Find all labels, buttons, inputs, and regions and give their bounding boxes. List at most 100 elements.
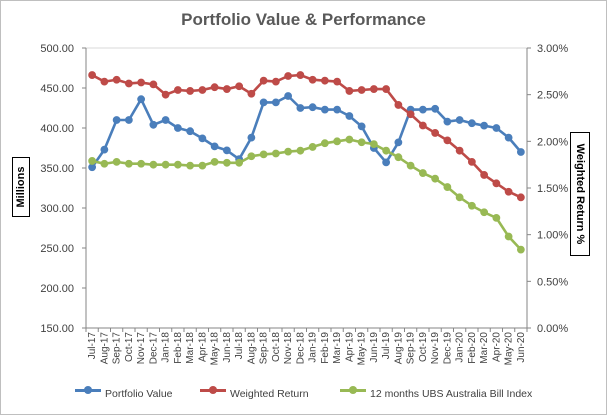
- series-point-weighted-return: [431, 129, 440, 137]
- legend-item-weighted-return: Weighted Return: [200, 386, 330, 402]
- series-point-12-months-ubs-australia-bill-index: [516, 245, 525, 254]
- series-point-weighted-return: [382, 85, 391, 93]
- series-point-weighted-return: [186, 87, 195, 95]
- series-point-portfolio-value: [271, 98, 280, 107]
- y-right-tick-label: 0.00%: [537, 323, 568, 335]
- series-point-weighted-return: [345, 87, 354, 95]
- series-point-portfolio-value: [222, 146, 231, 155]
- series-point-portfolio-value: [210, 142, 219, 151]
- series-point-portfolio-value: [394, 138, 403, 147]
- y-left-tick-label: 200.00: [40, 283, 74, 295]
- series-point-12-months-ubs-australia-bill-index: [369, 140, 378, 149]
- series-point-portfolio-value: [247, 133, 256, 142]
- x-tick-label: May-18: [210, 332, 221, 366]
- x-tick-label: Aug-17: [99, 332, 110, 365]
- series-point-weighted-return: [247, 89, 256, 98]
- series-point-portfolio-value: [149, 120, 158, 129]
- series-point-12-months-ubs-australia-bill-index: [455, 193, 464, 202]
- series-point-portfolio-value: [455, 116, 464, 124]
- series-point-12-months-ubs-australia-bill-index: [406, 161, 415, 170]
- series-point-weighted-return: [173, 86, 182, 94]
- series-point-weighted-return: [271, 77, 280, 86]
- x-tick-label: Jun-20: [516, 332, 527, 363]
- series-point-weighted-return: [492, 179, 501, 188]
- series-point-12-months-ubs-australia-bill-index: [357, 138, 366, 147]
- series-point-portfolio-value: [504, 133, 513, 142]
- series-point-12-months-ubs-australia-bill-index: [100, 159, 109, 168]
- series-point-12-months-ubs-australia-bill-index: [296, 146, 305, 155]
- series-line-weighted-return: [91, 73, 522, 199]
- series-point-portfolio-value: [173, 124, 182, 132]
- x-tick-label: Sep-19: [406, 332, 417, 365]
- x-tick-label: Jul-17: [87, 332, 98, 360]
- series-point-weighted-return: [504, 187, 513, 196]
- series-point-weighted-return: [137, 78, 146, 87]
- x-tick-label: Aug-18: [246, 332, 257, 365]
- series-point-weighted-return: [284, 72, 293, 80]
- series-point-12-months-ubs-australia-bill-index: [173, 160, 182, 169]
- series-point-12-months-ubs-australia-bill-index: [186, 161, 195, 170]
- x-tick-label: Sep-17: [112, 332, 123, 365]
- x-tick-label: Mar-19: [332, 332, 343, 364]
- x-tick-label: Nov-17: [136, 332, 147, 365]
- series-point-weighted-return: [112, 75, 121, 84]
- x-tick-label: Apr-18: [197, 332, 208, 362]
- series-point-12-months-ubs-australia-bill-index: [345, 135, 354, 144]
- series-point-12-months-ubs-australia-bill-index: [124, 159, 133, 168]
- y-left-tick-label: 300.00: [40, 203, 74, 215]
- x-tick-label: Jan-19: [308, 332, 319, 363]
- x-tick-label: Oct-19: [418, 332, 429, 362]
- legend-label-weighted-return: Weighted Return: [230, 388, 309, 400]
- x-tick-label: Apr-19: [344, 332, 355, 362]
- legend-label-portfolio-value: Portfolio Value: [105, 388, 173, 400]
- series-point-weighted-return: [394, 101, 403, 109]
- y-right-tick-label: 2.50%: [537, 90, 568, 102]
- series-point-weighted-return: [222, 85, 231, 93]
- series-line-portfolio-value: [91, 94, 522, 168]
- x-tick-label: Nov-18: [283, 332, 294, 365]
- legend-item-ubs-bill-index: 12 months UBS Australia Bill Index: [340, 386, 570, 402]
- y-axis-right-label: Weighted Return %: [574, 143, 586, 245]
- series-point-portfolio-value: [443, 117, 452, 126]
- series-point-weighted-return: [418, 121, 427, 130]
- x-tick-label: Dec-19: [442, 332, 453, 365]
- series-point-12-months-ubs-australia-bill-index: [492, 213, 501, 222]
- x-tick-label: May-19: [357, 332, 368, 366]
- series-point-12-months-ubs-australia-bill-index: [259, 150, 268, 159]
- y-axis-left-label: Millions: [15, 166, 27, 208]
- legend: Portfolio Value Weighted Return 12 month…: [0, 386, 607, 402]
- y-right-tick-label: 1.50%: [537, 183, 568, 195]
- series-point-weighted-return: [259, 76, 268, 85]
- series-point-12-months-ubs-australia-bill-index: [431, 174, 440, 183]
- series-point-portfolio-value: [259, 98, 268, 107]
- series-point-weighted-return: [320, 76, 329, 85]
- x-tick-label: Mar-18: [185, 332, 196, 364]
- y-left-tick-label: 350.00: [40, 163, 74, 175]
- series-point-portfolio-value: [357, 122, 366, 131]
- series-point-portfolio-value: [492, 124, 501, 132]
- y-left-tick-label: 250.00: [40, 243, 74, 255]
- series-point-weighted-return: [369, 85, 378, 93]
- x-tick-label: Dec-18: [295, 332, 306, 365]
- series-point-12-months-ubs-australia-bill-index: [198, 161, 207, 170]
- series-point-weighted-return: [467, 157, 476, 166]
- x-tick-label: Oct-17: [124, 332, 135, 362]
- series-point-weighted-return: [455, 146, 464, 155]
- series-point-12-months-ubs-australia-bill-index: [418, 169, 427, 177]
- x-tick-label: Jun-18: [222, 332, 233, 363]
- series-point-portfolio-value: [137, 95, 146, 104]
- y-left-tick-label: 400.00: [40, 123, 74, 135]
- x-tick-label: May-20: [504, 332, 515, 366]
- series-point-12-months-ubs-australia-bill-index: [308, 143, 317, 151]
- legend-marker-portfolio-value: [84, 386, 92, 394]
- series-point-portfolio-value: [112, 116, 121, 124]
- series-point-portfolio-value: [333, 105, 342, 114]
- series-point-12-months-ubs-australia-bill-index: [443, 183, 452, 191]
- legend-marker-weighted-return: [209, 386, 217, 394]
- x-tick-label: Feb-19: [320, 332, 331, 364]
- series-point-12-months-ubs-australia-bill-index: [235, 158, 244, 167]
- series-point-weighted-return: [406, 110, 415, 119]
- x-tick-label: Nov-19: [430, 332, 441, 365]
- series-point-weighted-return: [149, 80, 158, 89]
